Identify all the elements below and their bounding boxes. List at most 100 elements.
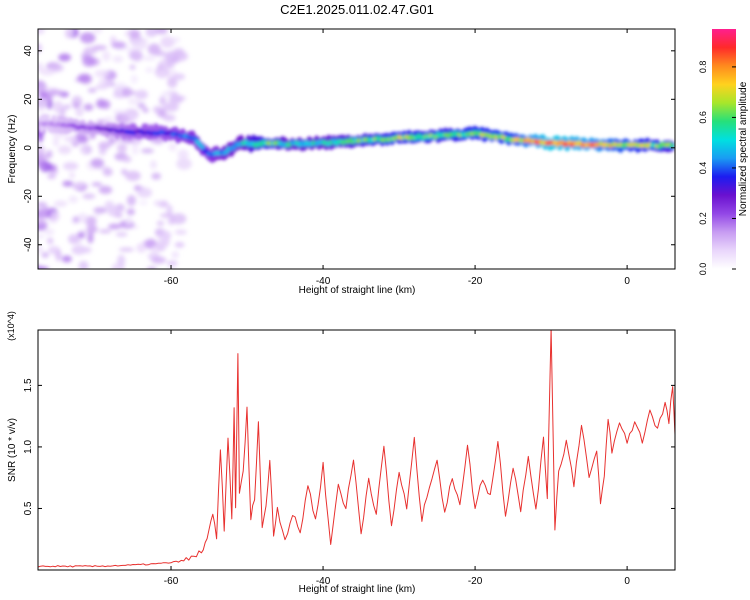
spectrogram-noise-blob xyxy=(136,242,147,253)
spectrogram-noise-blob xyxy=(139,200,148,206)
spectrogram-noise-blob xyxy=(160,91,172,96)
spectrogram-noise-blob xyxy=(121,168,128,176)
snr-x-tick-label: 0 xyxy=(624,576,630,587)
spectrogram-noise-blob xyxy=(142,56,157,61)
spectrogram-noise-blob xyxy=(52,136,60,147)
spectrogram-noise-blob xyxy=(112,55,124,63)
spectrogram-noise-blob xyxy=(174,229,187,235)
spectrogram-noise-blob xyxy=(38,234,44,239)
spectrogram-noise-blob xyxy=(72,183,85,189)
spectrogram-noise-blob xyxy=(134,185,141,190)
spectrogram-noise-blob xyxy=(77,73,91,83)
spectrogram-x-tick-label: -40 xyxy=(316,276,331,287)
spectrogram-noise-blob xyxy=(167,76,178,88)
spectrogram-noise-blob xyxy=(38,85,49,91)
spectrogram-noise-blob xyxy=(61,255,72,263)
spectrogram-noise-blob xyxy=(71,245,87,255)
colorbar: 0.0 0.2 0.4 0.6 0.8 Normalized spectral ampl… xyxy=(698,29,749,275)
spectrogram-noise-blob xyxy=(176,157,192,170)
colorbar-tick-label: 0.2 xyxy=(698,212,708,225)
spectrogram-noise-blob xyxy=(166,260,178,266)
spectrogram-noise-blob xyxy=(38,245,43,254)
spectrogram-noise-blob xyxy=(163,102,179,112)
spectrogram-noise-blob xyxy=(137,102,146,109)
spectrogram-noise-blob xyxy=(101,99,111,110)
snr-y-tick-label: 1.5 xyxy=(23,378,34,392)
snr-plot-area xyxy=(38,330,675,570)
spectrogram-noise-blob xyxy=(52,101,64,113)
spectrogram-noise-blob xyxy=(43,228,55,236)
spectrogram-noise-blob xyxy=(111,41,127,49)
snr-y-ticks: 0.5 1.0 1.5 xyxy=(23,378,675,515)
spectrogram-noise-blob xyxy=(92,29,103,34)
spectrogram-noise-blob xyxy=(82,55,96,67)
spectrogram-noise-blob xyxy=(137,187,153,198)
spectrogram-noise-blob xyxy=(82,193,96,200)
spectrogram-x-tick-label: -20 xyxy=(468,276,483,287)
spectrogram-ridge-core xyxy=(192,136,198,141)
spectrogram-noise-blob xyxy=(108,223,122,230)
spectrogram-noise-blob xyxy=(82,246,92,254)
spectrogram-noise-blob xyxy=(41,252,49,258)
spectrogram-ridge-core xyxy=(199,144,205,150)
spectrogram-noise-blob xyxy=(38,202,48,208)
spectrogram-y-label: Frequency (Hz) xyxy=(7,115,18,184)
colorbar-tick-label: 0.6 xyxy=(698,111,708,124)
spectrogram-noise-blob xyxy=(125,170,141,181)
colorbar-gradient xyxy=(712,29,736,269)
snr-panel: -60 -40 -20 0 0.5 1.0 1.5 (x10^4) Height of s… xyxy=(6,311,676,595)
spectrogram-y-tick-label: 20 xyxy=(23,93,34,105)
spectrogram-noise-blob xyxy=(99,229,112,234)
spectrogram-noise-blob xyxy=(170,213,187,225)
spectrogram-noise-blob xyxy=(124,30,131,37)
spectrogram-noise-blob xyxy=(38,153,50,161)
spectrogram-noise-blob xyxy=(131,143,139,156)
snr-y-multiplier: (x10^4) xyxy=(6,311,16,341)
spectrogram-y-tick-label: 40 xyxy=(23,45,34,57)
spectrogram-noise-blob xyxy=(108,134,116,146)
spectrogram-noise-blob xyxy=(112,109,128,115)
spectrogram-noise-blob xyxy=(154,50,166,57)
spectrogram-noise-blob xyxy=(39,68,55,76)
spectrogram-noise-blob xyxy=(168,94,183,105)
snr-x-ticks: -60 -40 -20 0 xyxy=(164,330,630,587)
spectrogram-x-tick-label: 0 xyxy=(624,276,630,287)
spectrogram-noise-blob xyxy=(177,149,189,160)
spectrogram-noise-blob xyxy=(116,143,128,153)
spectrogram-frame xyxy=(37,28,676,270)
spectrogram-panel: -60 -40 -20 0 -40 -20 0 20 40 Height of straigh… xyxy=(7,28,676,296)
spectrogram-noise-blob xyxy=(131,38,148,50)
spectrogram-noise-blob xyxy=(83,103,94,111)
spectrogram-noise-blob xyxy=(142,107,149,113)
spectrogram-noise-blob xyxy=(55,250,62,262)
snr-x-tick-label: -40 xyxy=(316,576,331,587)
spectrogram-noise-blob xyxy=(127,29,141,38)
spectrogram-noise-blob xyxy=(173,47,185,57)
spectrogram-noise-blob xyxy=(50,211,61,222)
spectrogram-noise-blob xyxy=(104,200,115,210)
spectrogram-noise-blob xyxy=(154,29,168,35)
spectrogram-noise-blob xyxy=(159,213,175,218)
spectrogram-noise-blob xyxy=(166,204,173,216)
spectrogram-x-ticks: -60 -40 -20 0 xyxy=(164,29,630,287)
spectrogram-noise-blob xyxy=(168,142,177,152)
spectrogram-noise-blob xyxy=(68,195,79,204)
spectrogram-noise-blob xyxy=(71,95,83,108)
spectrogram-noise-blob xyxy=(98,185,113,195)
spectrogram-noise-blob xyxy=(87,232,94,244)
spectrogram-noise-blob xyxy=(156,239,167,252)
spectrogram-noise-blob xyxy=(125,216,133,226)
colorbar-tick-label: 0.8 xyxy=(698,61,708,74)
colorbar-label: Normalized spectral amplitude xyxy=(738,81,749,216)
spectrogram-noise-blob xyxy=(62,180,74,187)
spectrogram-noise-blob xyxy=(77,213,88,224)
spectrogram-noise-blob xyxy=(127,97,141,106)
snr-y-tick-label: 0.5 xyxy=(23,501,34,515)
spectrogram-ridge-core xyxy=(669,143,675,148)
spectrogram-noise-blob xyxy=(38,219,48,231)
spectrogram-noise-blob xyxy=(151,256,167,264)
spectrogram-noise-blob xyxy=(160,36,175,49)
spectrogram-noise-blob xyxy=(117,254,126,267)
spectrogram-noise-blob xyxy=(46,98,53,110)
spectrogram-noise-blob xyxy=(62,161,79,171)
